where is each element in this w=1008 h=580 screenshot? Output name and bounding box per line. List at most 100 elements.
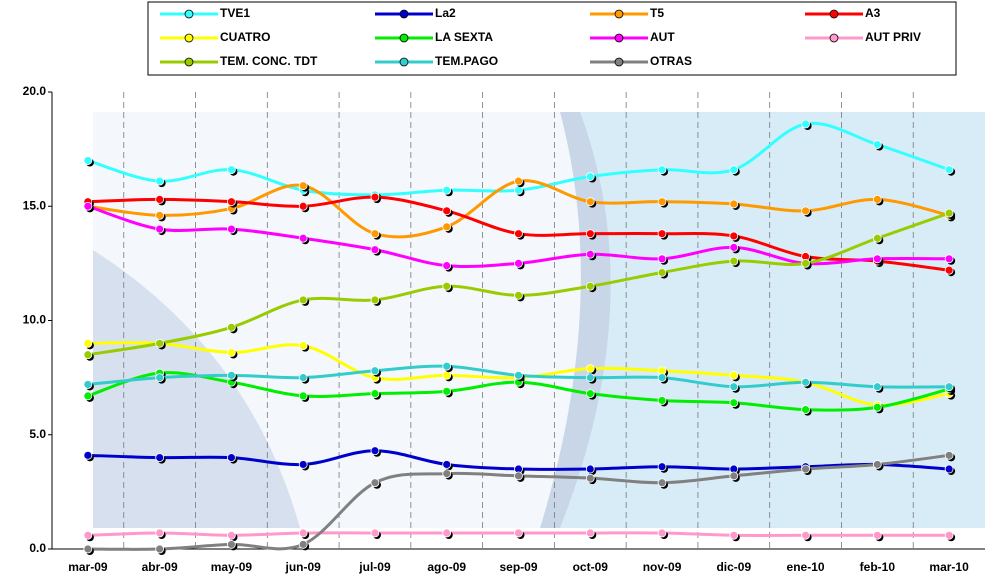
marker <box>370 245 380 255</box>
marker <box>83 530 93 540</box>
legend-label: CUATRO <box>220 30 270 44</box>
legend-marker <box>399 57 409 67</box>
x-tick-label: jun-09 <box>285 560 322 574</box>
marker <box>298 391 308 401</box>
marker <box>657 373 667 383</box>
marker <box>227 224 236 234</box>
marker <box>872 382 882 392</box>
marker <box>585 464 595 474</box>
marker <box>585 172 595 181</box>
marker <box>370 389 380 399</box>
y-tick-label: 0.0 <box>29 541 46 555</box>
marker <box>729 242 739 252</box>
y-tick-label: 20.0 <box>23 84 47 98</box>
marker <box>227 322 236 332</box>
marker <box>83 201 93 211</box>
marker <box>801 119 810 129</box>
marker <box>801 377 810 387</box>
marker <box>729 165 739 175</box>
marker <box>514 290 523 300</box>
marker <box>729 398 739 408</box>
x-tick-label: oct-09 <box>573 560 609 574</box>
marker <box>298 201 308 211</box>
x-tick-label: dic-09 <box>716 560 751 574</box>
legend-label: La2 <box>435 6 456 20</box>
marker <box>83 338 93 348</box>
marker <box>298 233 308 243</box>
marker <box>83 350 93 360</box>
legend-marker <box>614 9 624 19</box>
marker <box>227 370 236 380</box>
legend-marker <box>399 33 409 43</box>
x-tick-label: ago-09 <box>427 560 466 574</box>
marker <box>801 530 810 540</box>
marker <box>944 254 954 264</box>
marker <box>155 338 165 348</box>
x-tick-label: jul-09 <box>358 560 391 574</box>
legend-label: T5 <box>650 6 664 20</box>
marker <box>442 222 452 232</box>
marker <box>657 197 667 207</box>
marker <box>155 373 165 383</box>
marker <box>227 540 236 549</box>
marker <box>729 382 739 392</box>
marker <box>442 185 452 195</box>
marker <box>872 194 882 204</box>
marker <box>370 295 380 305</box>
marker <box>801 405 810 415</box>
marker <box>370 478 380 488</box>
watermark <box>540 112 611 528</box>
marker <box>585 373 595 383</box>
marker <box>944 165 954 175</box>
marker <box>514 471 523 481</box>
marker <box>657 462 667 472</box>
marker <box>227 348 236 357</box>
legend-label: TEM. CONC. TDT <box>220 54 318 68</box>
marker <box>298 181 308 191</box>
marker <box>585 249 595 259</box>
marker <box>155 224 165 234</box>
marker <box>155 210 165 220</box>
legend-label: A3 <box>865 6 881 20</box>
marker <box>298 341 308 351</box>
marker <box>370 446 380 456</box>
marker <box>944 530 954 540</box>
marker <box>514 229 523 239</box>
marker <box>227 165 236 175</box>
legend-label: AUT <box>650 30 675 44</box>
y-tick-label: 15.0 <box>23 198 47 212</box>
marker <box>370 192 380 202</box>
x-tick-label: feb-10 <box>860 560 896 574</box>
marker <box>729 256 739 266</box>
y-tick-label: 10.0 <box>23 313 47 327</box>
marker <box>872 402 882 412</box>
marker <box>585 197 595 207</box>
marker <box>514 528 523 538</box>
marker <box>585 473 595 483</box>
marker <box>801 258 810 268</box>
marker <box>370 366 380 376</box>
marker <box>944 464 954 474</box>
marker <box>514 370 523 380</box>
marker <box>442 281 452 291</box>
marker <box>585 364 595 373</box>
marker <box>83 380 93 389</box>
marker <box>657 396 667 405</box>
marker <box>227 530 236 540</box>
legend-label: TEM.PAGO <box>435 54 498 68</box>
marker <box>442 206 452 216</box>
marker <box>657 229 667 239</box>
legend-marker <box>829 33 839 43</box>
marker <box>657 165 667 175</box>
marker <box>872 140 882 149</box>
marker <box>872 254 882 264</box>
marker <box>155 176 165 186</box>
marker <box>944 208 954 218</box>
marker <box>370 229 380 239</box>
x-tick-label: ene-10 <box>787 560 825 574</box>
marker <box>657 478 667 488</box>
marker <box>298 295 308 305</box>
marker <box>729 199 739 209</box>
marker <box>944 265 954 275</box>
